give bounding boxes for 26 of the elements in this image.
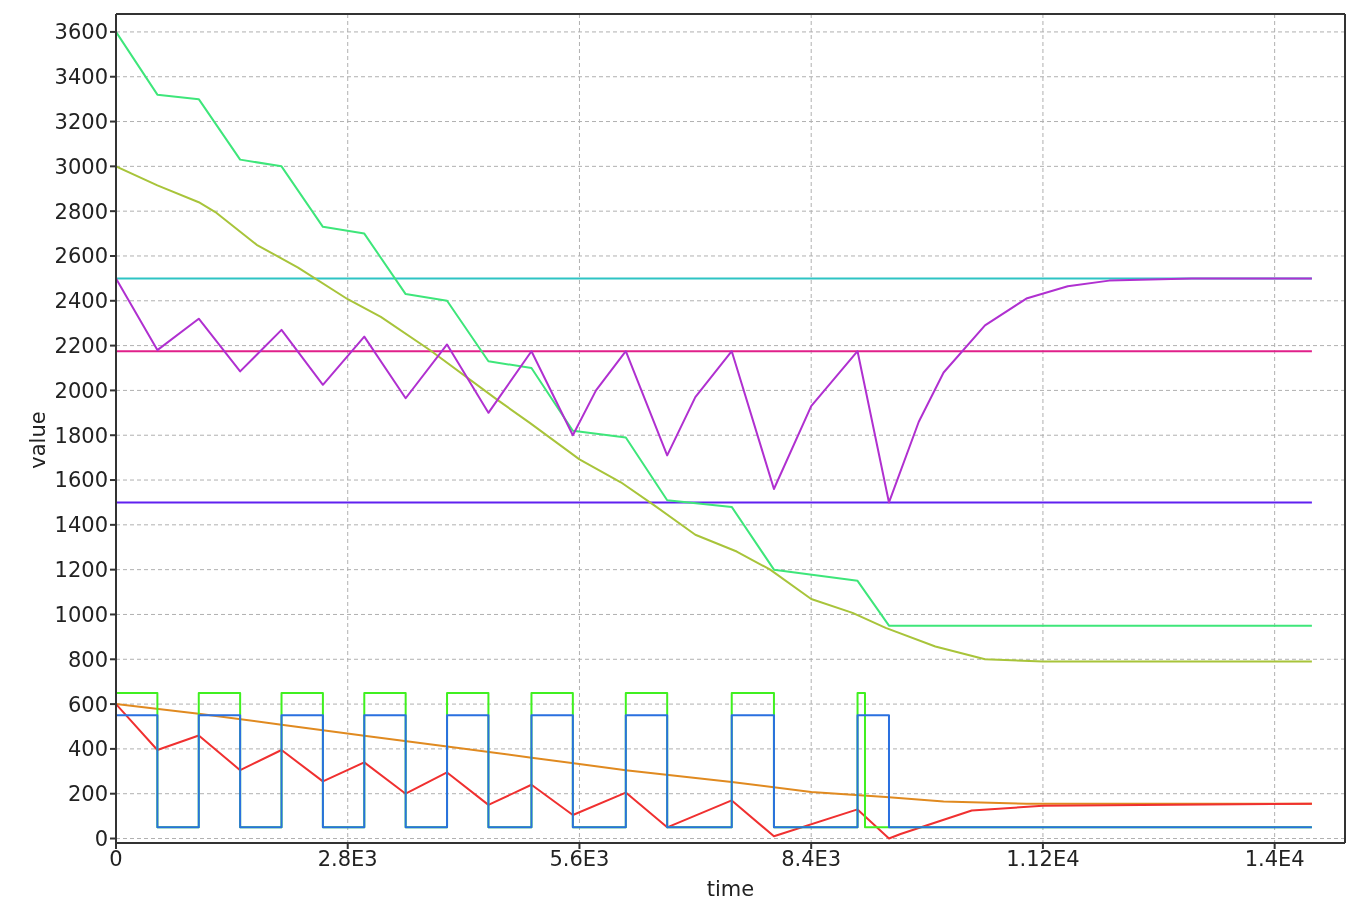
y-tick-label: 2600 (54, 244, 108, 269)
x-axis-title: time (706, 877, 755, 901)
y-tick-label: 200 (67, 782, 108, 807)
x-tick-label: 1.4E4 (1244, 846, 1305, 871)
y-tick-label: 2400 (54, 289, 108, 314)
x-tick-label: 1.12E4 (1006, 846, 1080, 871)
y-tick-label: 0 (94, 826, 108, 851)
y-tick-label: 2200 (54, 334, 108, 359)
y-tick-label: 400 (67, 737, 108, 762)
y-tick-label: 3000 (54, 154, 108, 179)
x-tick-label: 8.4E3 (781, 846, 842, 871)
y-tick-label: 1800 (54, 423, 108, 448)
y-tick-label: 1600 (54, 468, 108, 493)
y-tick-label: 2000 (54, 378, 108, 403)
y-tick-label: 3600 (54, 20, 108, 45)
y-tick-label: 800 (67, 647, 108, 672)
y-tick-label: 1400 (54, 513, 108, 538)
y-tick-label: 3400 (54, 65, 108, 90)
y-tick-label: 1200 (54, 558, 108, 583)
y-tick-label: 2800 (54, 199, 108, 224)
x-tick-label: 2.8E3 (317, 846, 378, 871)
y-tick-label: 3200 (54, 110, 108, 134)
y-tick-label: 600 (67, 692, 108, 717)
y-tick-label: 1000 (54, 602, 108, 627)
y-axis-title: value (26, 410, 50, 470)
x-tick-label: 5.6E3 (549, 846, 610, 871)
